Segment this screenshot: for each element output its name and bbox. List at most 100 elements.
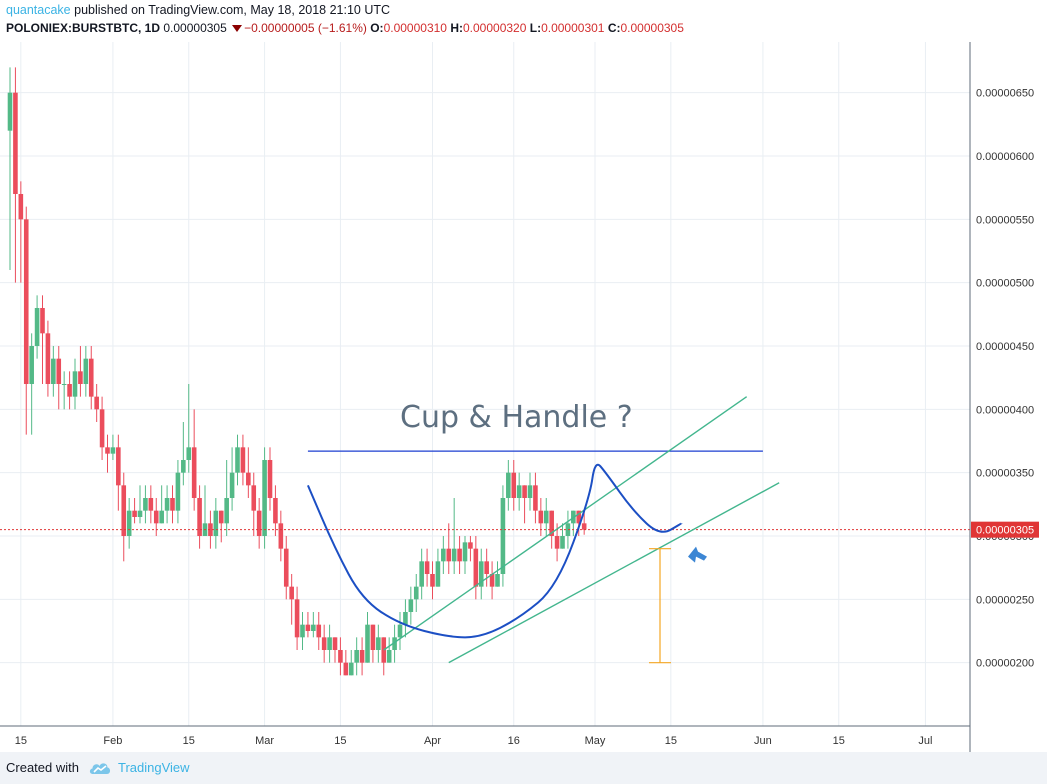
y-tick-label: 0.00000450: [976, 341, 1034, 353]
candle-body: [527, 485, 533, 498]
candle-body: [533, 485, 538, 511]
candle-body: [126, 510, 132, 536]
y-tick-label: 0.00000550: [976, 214, 1034, 226]
candle-body: [321, 637, 327, 650]
candle-body: [338, 650, 343, 663]
candle-body: [489, 574, 495, 587]
y-tick-label: 0.00000650: [976, 88, 1034, 100]
x-tick-label: 15: [334, 735, 346, 747]
candle-body: [132, 510, 137, 517]
candle-body: [229, 472, 235, 498]
candle-body: [246, 472, 251, 486]
x-tick-label: Jun: [754, 735, 772, 747]
y-tick-label: 0.00000400: [976, 404, 1034, 416]
candle-body: [45, 333, 51, 384]
candle-body: [7, 92, 13, 131]
candle-body: [549, 510, 554, 536]
candle-body: [457, 548, 462, 562]
candle-body: [197, 498, 202, 536]
ohlc-line: POLONIEX:BURSTBTC, 1D 0.00000305 −0.0000…: [6, 21, 684, 35]
close-value: 0.00000305: [620, 21, 684, 35]
candle-body: [267, 460, 273, 498]
x-tick-label: 15: [15, 735, 27, 747]
candle-body: [78, 371, 83, 384]
candle-body: [181, 460, 186, 473]
candle-body: [430, 574, 435, 587]
x-tick-label: Apr: [424, 735, 441, 747]
candle-body: [516, 485, 522, 498]
candle-body: [419, 561, 424, 587]
candle-body: [305, 624, 311, 631]
candle-body: [370, 624, 376, 650]
current-price-tag: [971, 521, 1039, 538]
x-tick-label: 15: [183, 735, 195, 747]
candle-body: [468, 542, 473, 549]
candle-body: [29, 346, 34, 384]
candle-body: [175, 472, 181, 511]
y-tick-label: 0.00000600: [976, 151, 1034, 163]
candle-body: [316, 624, 322, 638]
candle-body: [386, 650, 392, 663]
candle-body: [56, 358, 62, 384]
candle-body: [170, 498, 175, 511]
candle-body: [451, 548, 457, 562]
candle-body: [218, 510, 224, 524]
symbol-label: POLONIEX:BURSTBTC, 1D: [6, 21, 161, 35]
candle-body: [159, 510, 164, 524]
last-price: 0.00000305: [163, 21, 227, 35]
arrow-icon: [688, 546, 708, 563]
x-tick-label: Jul: [918, 735, 932, 747]
down-triangle-icon: [232, 25, 243, 33]
candle-body: [191, 447, 197, 498]
candle-body: [34, 308, 40, 346]
candle-body: [327, 637, 332, 650]
low-value: 0.00000301: [541, 21, 605, 35]
candle-body: [105, 447, 110, 454]
candle-body: [500, 498, 506, 574]
candle-body: [40, 308, 45, 334]
candle-body: [283, 548, 289, 587]
high-label: H:: [450, 21, 463, 35]
footer: Created with TradingView: [0, 752, 1047, 784]
open-label: O:: [370, 21, 384, 35]
candle-body: [343, 662, 349, 676]
candle-body: [506, 472, 511, 498]
annotation-text: Cup & Handle ?: [400, 400, 633, 435]
candle-body: [392, 637, 397, 650]
x-tick-label: Mar: [255, 735, 274, 747]
author-link[interactable]: quantacake: [6, 3, 71, 17]
candle-body: [478, 561, 484, 587]
candle-body: [67, 384, 72, 397]
candle-body: [424, 561, 430, 574]
high-value: 0.00000320: [462, 21, 527, 35]
candle-body: [251, 485, 257, 511]
candle-body: [99, 409, 105, 448]
price-chart[interactable]: 0.00000650 0.00000600 0.00000550 0.00000500…: [0, 0, 1047, 752]
candle-body: [365, 624, 370, 663]
candle-body: [213, 510, 219, 536]
candle-body: [208, 523, 213, 536]
y-tick-label: 0.00000200: [976, 658, 1034, 670]
x-tick-label: 15: [833, 735, 845, 747]
publish-line: quantacake published on TradingView.com,…: [6, 3, 390, 17]
candle-body: [83, 358, 89, 384]
drawings: [0, 396, 970, 664]
candle-body: [354, 650, 359, 663]
current-price-label: 0.00000305: [976, 525, 1034, 537]
tradingview-brand[interactable]: TradingView: [118, 760, 190, 775]
candles: [7, 67, 587, 676]
candle-body: [94, 396, 99, 410]
tradingview-cloud-icon: [89, 763, 111, 774]
y-tick-label: 0.00000250: [976, 594, 1034, 606]
close-label: C:: [607, 21, 621, 35]
candle-body: [262, 460, 267, 536]
grid: [0, 42, 970, 726]
candle-body: [397, 624, 403, 638]
candle-body: [359, 650, 365, 663]
candle-body: [462, 542, 468, 562]
candle-body: [72, 371, 78, 397]
candle-body: [495, 574, 500, 587]
open-value: 0.00000310: [383, 21, 447, 35]
candle-body: [565, 523, 571, 536]
candle-body: [300, 624, 305, 638]
